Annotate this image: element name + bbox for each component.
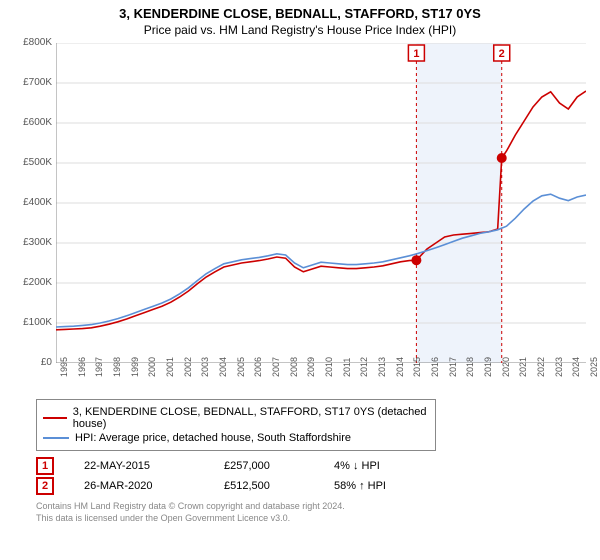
y-axis-tick: £300K	[8, 237, 52, 248]
legend: 3, KENDERDINE CLOSE, BEDNALL, STAFFORD, …	[36, 399, 436, 451]
sale-price: £257,000	[224, 460, 304, 472]
x-axis-tick: 2011	[342, 358, 352, 377]
x-axis-tick: 2021	[518, 357, 528, 377]
line-chart-svg: 12	[56, 43, 586, 363]
x-axis-tick: 2006	[253, 357, 263, 377]
x-axis-tick: 2016	[430, 357, 440, 377]
x-axis-tick: 2002	[183, 357, 193, 377]
y-axis-tick: £100K	[8, 317, 52, 328]
x-axis-tick: 1997	[94, 357, 104, 377]
x-axis-tick: 2009	[306, 357, 316, 377]
x-axis-tick: 1998	[112, 357, 122, 377]
x-axis-tick: 1996	[77, 357, 87, 377]
x-axis-tick: 2015	[412, 357, 422, 377]
x-axis-tick: 2003	[200, 357, 210, 377]
x-axis-tick: 2019	[483, 357, 493, 377]
x-axis-tick: 1999	[130, 357, 140, 377]
y-axis-tick: £800K	[8, 37, 52, 48]
x-axis-tick: 2023	[554, 357, 564, 377]
x-axis-tick: 2025	[589, 357, 599, 377]
y-axis-tick: £700K	[8, 77, 52, 88]
x-axis-tick: 2022	[536, 357, 546, 377]
chart-subtitle: Price paid vs. HM Land Registry's House …	[8, 23, 592, 37]
sale-row: 2 26-MAR-2020 £512,500 58% ↑ HPI	[36, 477, 592, 495]
y-axis-tick: £0	[8, 357, 52, 368]
sale-date: 22-MAY-2015	[84, 460, 194, 472]
x-axis-tick: 2018	[465, 357, 475, 377]
chart-title: 3, KENDERDINE CLOSE, BEDNALL, STAFFORD, …	[8, 6, 592, 21]
legend-row: 3, KENDERDINE CLOSE, BEDNALL, STAFFORD, …	[43, 406, 429, 430]
sale-hpi-delta: 58% ↑ HPI	[334, 480, 424, 492]
sale-hpi-delta: 4% ↓ HPI	[334, 460, 424, 472]
sale-badge: 1	[36, 457, 54, 475]
x-axis-tick: 2024	[571, 357, 581, 377]
legend-swatch	[43, 417, 67, 419]
x-axis-tick: 2004	[218, 357, 228, 377]
legend-label: HPI: Average price, detached house, Sout…	[75, 432, 351, 444]
x-axis-tick: 2012	[359, 357, 369, 377]
y-axis-tick: £500K	[8, 157, 52, 168]
x-axis-tick: 2010	[324, 357, 334, 377]
footer-line-1: Contains HM Land Registry data © Crown c…	[36, 501, 592, 513]
sale-row: 1 22-MAY-2015 £257,000 4% ↓ HPI	[36, 457, 592, 475]
y-axis-tick: £200K	[8, 277, 52, 288]
x-axis-tick: 2005	[236, 357, 246, 377]
x-axis-tick: 2008	[289, 357, 299, 377]
svg-text:1: 1	[413, 48, 419, 60]
legend-swatch	[43, 437, 69, 439]
footer-line-2: This data is licensed under the Open Gov…	[36, 513, 592, 525]
x-axis-tick: 2017	[448, 357, 458, 377]
x-axis-tick: 2000	[147, 357, 157, 377]
data-attribution: Contains HM Land Registry data © Crown c…	[36, 501, 592, 524]
x-axis-tick: 2014	[395, 357, 405, 377]
x-axis-tick: 2007	[271, 357, 281, 377]
legend-label: 3, KENDERDINE CLOSE, BEDNALL, STAFFORD, …	[73, 406, 429, 430]
x-axis-tick: 1995	[59, 357, 69, 377]
sale-date: 26-MAR-2020	[84, 480, 194, 492]
x-axis-tick: 2013	[377, 357, 387, 377]
sale-badge: 2	[36, 477, 54, 495]
y-axis-tick: £600K	[8, 117, 52, 128]
svg-text:2: 2	[499, 48, 505, 60]
sale-price: £512,500	[224, 480, 304, 492]
x-axis-tick: 2001	[165, 357, 175, 377]
legend-row: HPI: Average price, detached house, Sout…	[43, 432, 429, 444]
y-axis-tick: £400K	[8, 197, 52, 208]
chart-area: £0£100K£200K£300K£400K£500K£600K£700K£80…	[8, 43, 592, 393]
x-axis-tick: 2020	[501, 357, 511, 377]
